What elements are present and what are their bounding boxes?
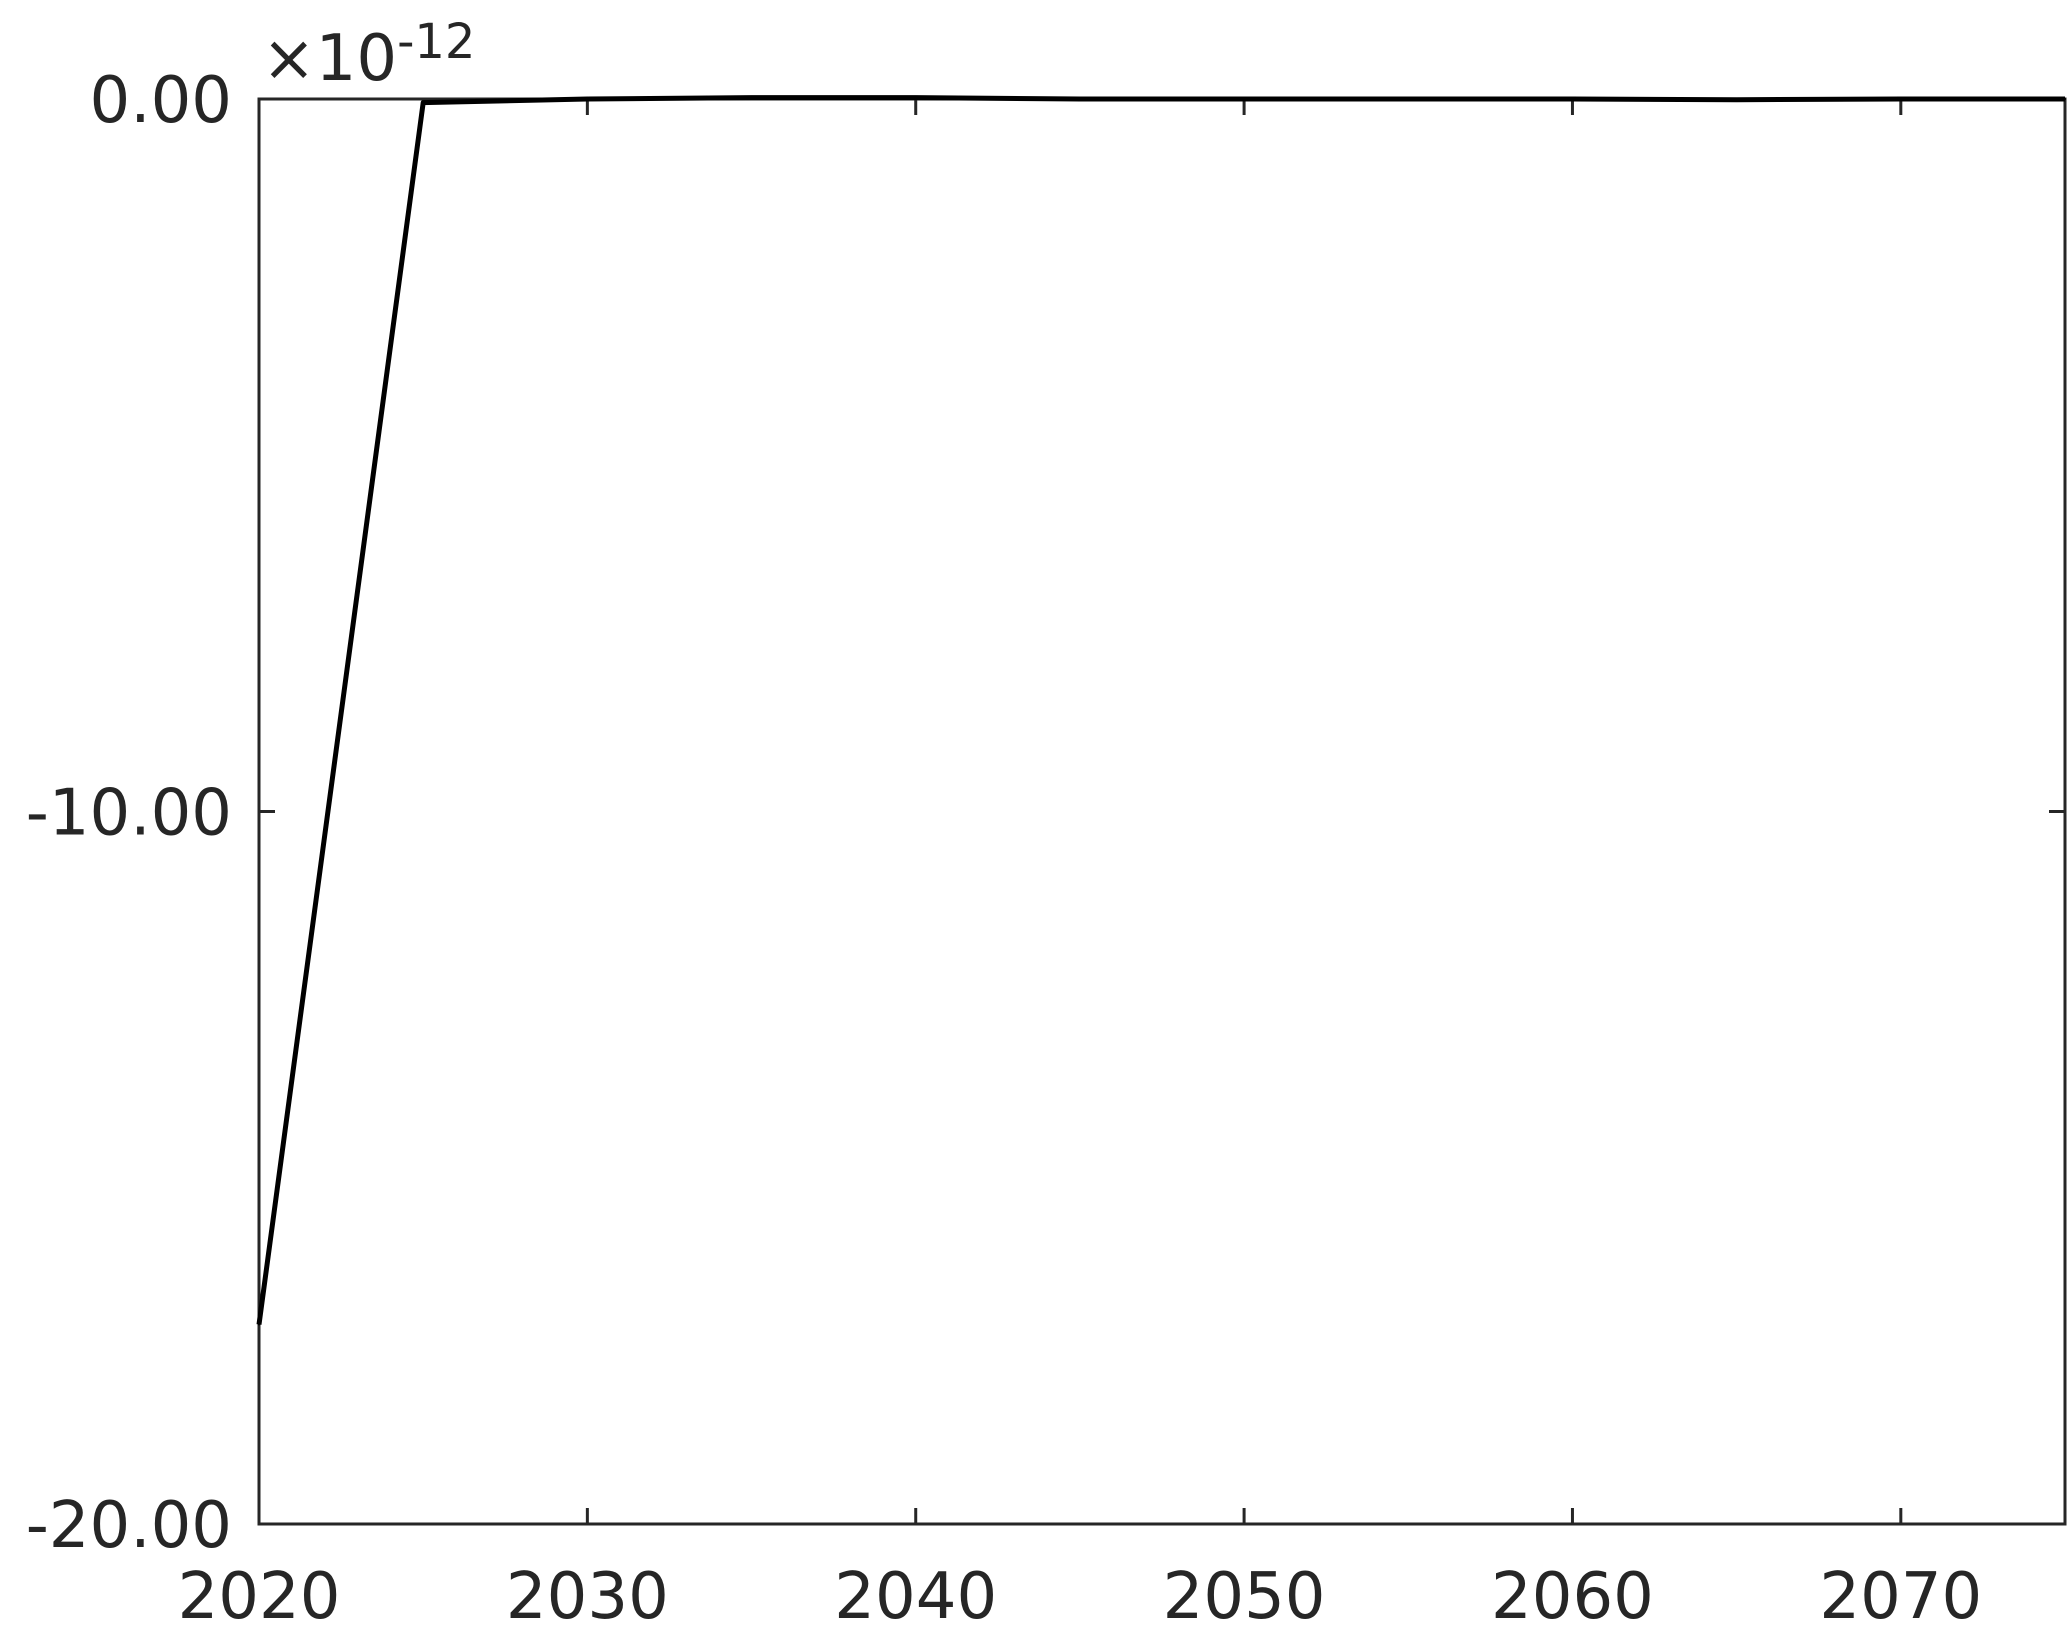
x-tick-label: 2020 — [178, 1560, 341, 1622]
x-tick-label: 2050 — [1163, 1560, 1326, 1622]
data-point — [1735, 98, 1738, 101]
data-point — [422, 101, 425, 104]
axes-box — [257, 97, 2067, 1526]
series-layer — [256, 95, 2066, 1326]
y-axis: 0.00 -10.00 -20.00 — [26, 64, 2065, 1563]
y-tick-label: -10.00 — [26, 777, 232, 851]
data-point — [1407, 98, 1410, 100]
y-axis-exponent-base: ×10 — [262, 22, 397, 96]
data-point — [750, 96, 753, 99]
y-tick-label: 0.00 — [90, 64, 233, 138]
data-point — [1078, 98, 1081, 100]
data-point — [586, 98, 589, 100]
series-line — [256, 95, 2065, 1325]
plot-area — [257, 97, 2067, 1526]
y-axis-exponent-power: -12 — [397, 14, 475, 70]
data-point — [914, 96, 917, 99]
x-axis: 2020 2030 2040 2050 2060 2070 — [178, 99, 1982, 1627]
x-tick-label: 2060 — [1491, 1560, 1654, 1622]
x-tick-label: 2070 — [1819, 1560, 1982, 1622]
y-axis-exponent-label: ×10-12 — [262, 14, 475, 96]
data-point — [2064, 98, 2066, 100]
data-point — [1243, 98, 1246, 100]
x-tick-label: 2040 — [834, 1560, 997, 1622]
x-tick-label: 2030 — [506, 1560, 669, 1622]
y-tick-label: -20.00 — [26, 1489, 232, 1563]
data-point — [1571, 98, 1574, 100]
data-point — [258, 1323, 260, 1326]
data-point — [1899, 98, 1902, 100]
